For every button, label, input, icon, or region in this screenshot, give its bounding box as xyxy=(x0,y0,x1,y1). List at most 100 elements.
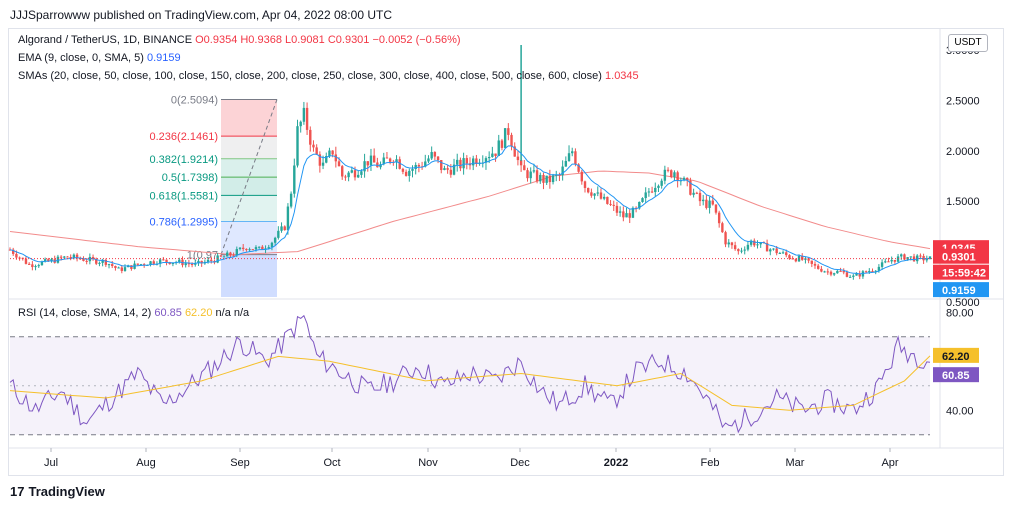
candle-body xyxy=(171,262,175,265)
fib-extension-zone xyxy=(221,254,277,297)
candle-body xyxy=(27,263,31,265)
candle xyxy=(654,182,657,197)
candle-body xyxy=(408,170,411,176)
candle-body xyxy=(111,264,114,267)
candle-body xyxy=(229,252,232,256)
candle xyxy=(801,253,804,261)
candle xyxy=(708,196,711,214)
candle-body xyxy=(516,156,520,161)
rsi-sma-line xyxy=(9,355,931,411)
candle-body xyxy=(328,150,331,157)
candle xyxy=(711,194,714,206)
candle xyxy=(31,261,34,271)
candle xyxy=(484,156,488,170)
candle xyxy=(794,258,798,263)
candle-body xyxy=(586,187,590,193)
candle-body xyxy=(670,170,673,178)
candle-body xyxy=(165,259,168,263)
candle-body xyxy=(781,252,785,254)
candle-body xyxy=(484,158,488,163)
rsi-line xyxy=(9,314,931,434)
candle-body xyxy=(794,259,798,262)
candle xyxy=(545,175,548,185)
candle xyxy=(887,257,890,263)
candle xyxy=(500,138,504,151)
candle-body xyxy=(261,246,264,250)
candle-body xyxy=(513,146,516,157)
candle xyxy=(686,177,689,187)
candle-body xyxy=(519,160,523,166)
candle xyxy=(503,128,507,149)
candle xyxy=(670,169,673,179)
candle-body xyxy=(743,249,746,251)
candle-body xyxy=(433,152,437,157)
candle-body xyxy=(178,259,181,263)
candle-body xyxy=(257,246,261,248)
time-tick-label: Sep xyxy=(230,457,250,469)
candle xyxy=(497,134,500,157)
currency-button[interactable]: USDT xyxy=(948,34,988,52)
time-tick-label: 2022 xyxy=(604,457,628,469)
candle-body xyxy=(334,154,338,162)
rsi-sma-value: 62.20 xyxy=(184,307,213,319)
candle-body xyxy=(877,266,881,271)
fib-zone-3 xyxy=(221,177,277,196)
candle-body xyxy=(673,172,676,178)
candle-body xyxy=(411,168,414,171)
candle-body xyxy=(724,232,727,245)
candle xyxy=(299,120,302,133)
candle xyxy=(356,170,360,179)
candle xyxy=(816,263,820,270)
candle-body xyxy=(117,267,120,269)
candle-body xyxy=(500,140,504,148)
candle-body xyxy=(142,264,146,266)
candle xyxy=(625,207,628,218)
candle-body xyxy=(539,174,542,182)
candle-body xyxy=(487,156,491,159)
candle-body xyxy=(149,261,152,266)
candle-body xyxy=(928,256,932,260)
time-tick-label: Aug xyxy=(136,457,156,469)
candle-body xyxy=(650,191,654,193)
candle-body xyxy=(293,165,296,194)
candle xyxy=(638,201,641,210)
candle-body xyxy=(813,263,817,266)
candle xyxy=(372,148,376,163)
candle-body xyxy=(711,200,714,205)
candle-body xyxy=(219,255,223,257)
candle xyxy=(695,191,699,195)
candle xyxy=(564,156,568,167)
candle-body xyxy=(194,262,197,265)
candle-body xyxy=(545,175,548,183)
candle-body xyxy=(733,245,737,250)
candle xyxy=(277,226,280,240)
price-tick-label: 2.0000 xyxy=(946,146,980,158)
brand-name: TradingView xyxy=(28,484,105,499)
candle-body xyxy=(730,242,734,246)
candle xyxy=(302,101,306,125)
candle-body xyxy=(842,270,845,273)
candle xyxy=(449,164,453,178)
candle xyxy=(823,270,826,273)
candle-body xyxy=(820,268,823,272)
candle-body xyxy=(548,175,552,183)
candle-body xyxy=(63,256,66,258)
candle-body xyxy=(286,206,290,231)
candle-body xyxy=(727,242,730,245)
candle-body xyxy=(676,172,679,181)
candle xyxy=(414,162,417,175)
candle-body xyxy=(717,212,721,224)
candle-body xyxy=(11,249,15,254)
candle xyxy=(615,202,619,216)
candle-body xyxy=(890,259,893,262)
candle-body xyxy=(459,159,462,169)
candle-body xyxy=(152,261,155,264)
candle-body xyxy=(200,260,203,264)
candle xyxy=(446,164,449,174)
candle xyxy=(53,255,56,264)
candle xyxy=(539,172,542,184)
candle-body xyxy=(222,256,226,258)
candle xyxy=(155,261,159,266)
candle xyxy=(724,230,727,248)
